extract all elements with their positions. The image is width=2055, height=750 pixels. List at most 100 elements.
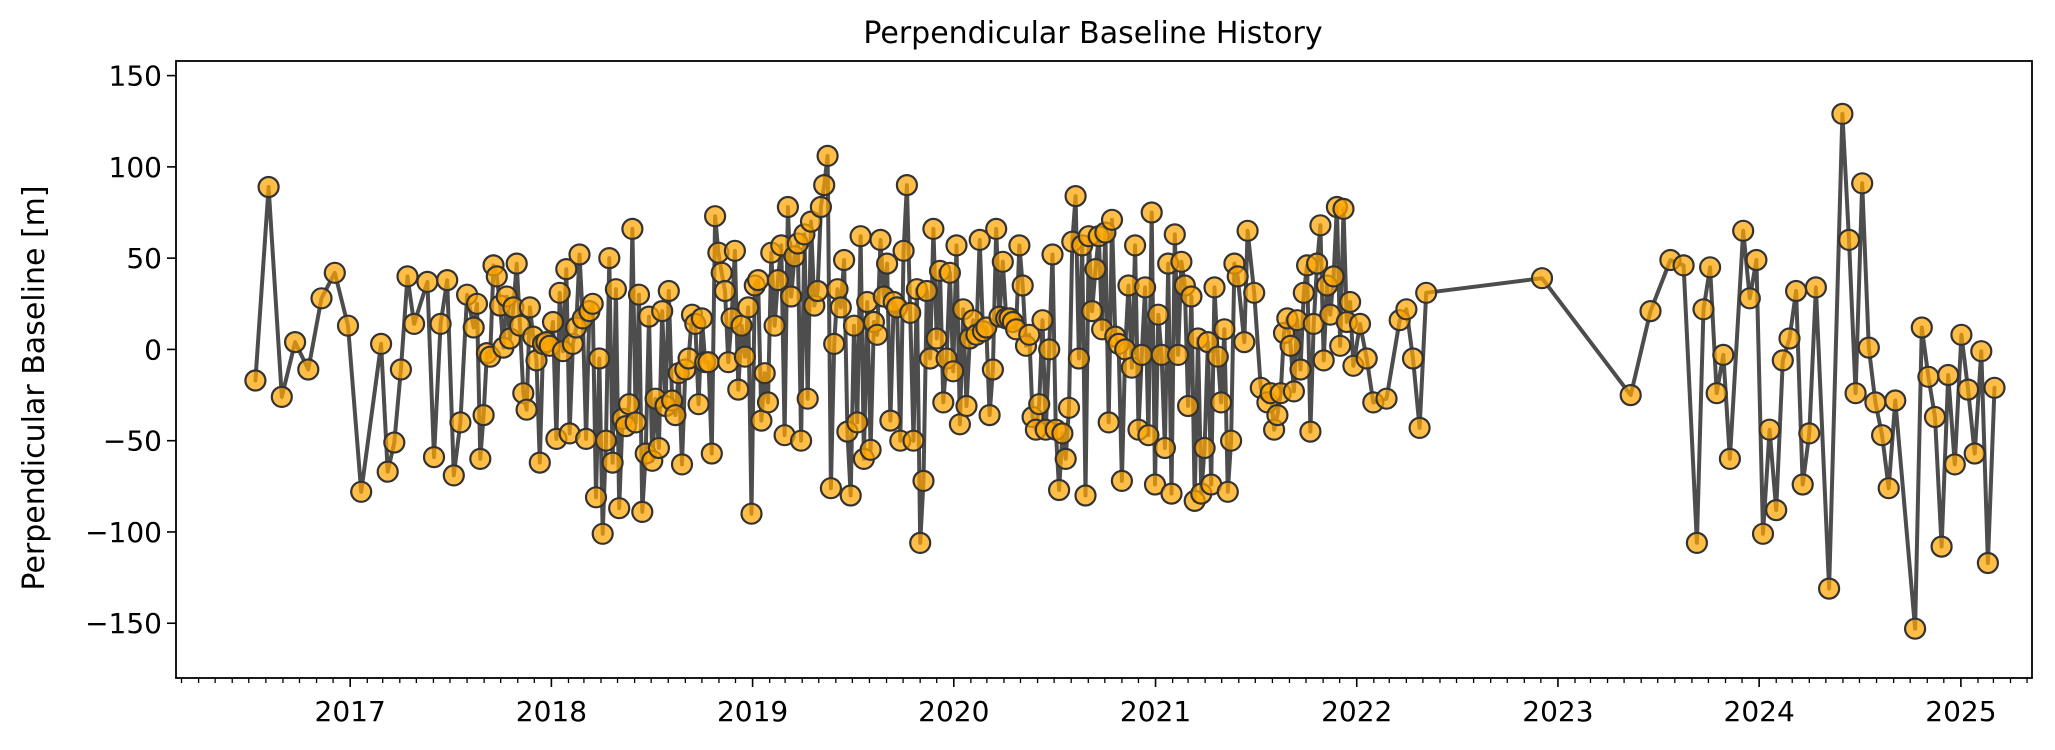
data-point — [376, 460, 399, 483]
data-point — [776, 195, 800, 219]
data-point — [1738, 287, 1761, 310]
data-point — [244, 369, 267, 392]
data-point — [912, 469, 935, 492]
chart-title: Perpendicular Baseline History — [863, 16, 1322, 51]
data-point — [1718, 447, 1742, 470]
data-point — [1299, 420, 1322, 443]
data-point — [1831, 102, 1854, 126]
x-tick-label: 2020 — [918, 695, 989, 728]
data-point — [1011, 274, 1034, 297]
data-point — [846, 411, 869, 434]
data-point — [932, 391, 955, 414]
data-point — [1305, 252, 1329, 275]
data-point — [892, 239, 915, 262]
data-point — [829, 296, 852, 319]
data-point — [789, 429, 813, 452]
data-point — [1970, 340, 1993, 363]
data-point — [1692, 298, 1715, 321]
data-point — [879, 409, 902, 432]
x-tick-label: 2022 — [1321, 695, 1392, 728]
data-point — [270, 385, 293, 408]
data-point — [1289, 358, 1312, 381]
data-point — [1163, 223, 1186, 246]
data-point — [462, 316, 485, 339]
data-point — [733, 345, 757, 368]
data-point — [548, 281, 571, 304]
data-point — [849, 225, 872, 248]
data-point — [1209, 391, 1233, 414]
data-point — [842, 314, 866, 337]
data-point — [594, 429, 618, 452]
data-point — [465, 292, 489, 315]
data-point — [1864, 391, 1887, 414]
data-point — [1153, 436, 1177, 460]
data-point — [968, 228, 991, 251]
data-point — [1923, 405, 1947, 429]
data-point — [753, 362, 776, 385]
data-point — [1983, 376, 2006, 399]
data-point — [819, 477, 843, 500]
data-point — [601, 451, 624, 474]
data-point — [839, 484, 862, 507]
data-point — [627, 283, 651, 306]
data-point — [403, 312, 426, 335]
data-point — [869, 228, 892, 251]
data-point — [555, 258, 578, 281]
data-point — [1133, 276, 1157, 299]
y-tick-label: −150 — [85, 607, 162, 640]
data-point — [1170, 250, 1193, 273]
data-point — [1213, 318, 1236, 341]
data-point — [631, 500, 654, 523]
data-point — [1233, 331, 1256, 354]
data-point — [1166, 343, 1190, 366]
data-point — [780, 285, 803, 308]
data-point — [1837, 228, 1861, 251]
data-point — [978, 404, 1001, 427]
data-point — [449, 411, 472, 434]
x-tick-label: 2025 — [1925, 695, 1996, 728]
data-point — [1956, 378, 1980, 401]
data-point — [1804, 276, 1828, 299]
data-point — [1930, 535, 1953, 558]
data-point — [1784, 279, 1808, 303]
data-point — [875, 252, 899, 275]
data-point — [1771, 349, 1794, 372]
data-point — [902, 429, 925, 452]
data-point — [1415, 281, 1438, 304]
data-point — [945, 234, 968, 257]
data-point — [985, 217, 1008, 240]
data-point — [442, 464, 465, 487]
data-point — [1745, 248, 1768, 272]
data-point — [1332, 197, 1355, 220]
data-point — [588, 347, 611, 370]
data-point — [1765, 499, 1788, 522]
data-point — [1705, 382, 1728, 405]
data-point — [1219, 429, 1243, 452]
data-point — [750, 409, 773, 432]
data-point — [1530, 267, 1554, 290]
data-point — [1309, 214, 1332, 237]
data-point — [1375, 387, 1398, 410]
data-point — [1047, 478, 1071, 502]
data-point — [942, 360, 965, 383]
data-point — [1176, 394, 1200, 418]
data-point — [1943, 453, 1966, 476]
data-point — [608, 497, 631, 520]
data-point — [1302, 312, 1325, 335]
x-tick-label: 2019 — [717, 695, 788, 728]
data-point — [323, 261, 346, 284]
data-point — [1074, 484, 1097, 507]
data-point — [1292, 281, 1315, 304]
data-point — [505, 252, 528, 275]
data-point — [1160, 482, 1183, 505]
data-point — [1018, 323, 1041, 346]
data-point — [436, 269, 459, 292]
data-point — [1329, 334, 1352, 357]
data-point — [1236, 219, 1259, 242]
data-point — [1751, 522, 1775, 545]
data-point — [389, 358, 412, 381]
data-point — [938, 261, 962, 284]
data-point — [710, 261, 733, 284]
